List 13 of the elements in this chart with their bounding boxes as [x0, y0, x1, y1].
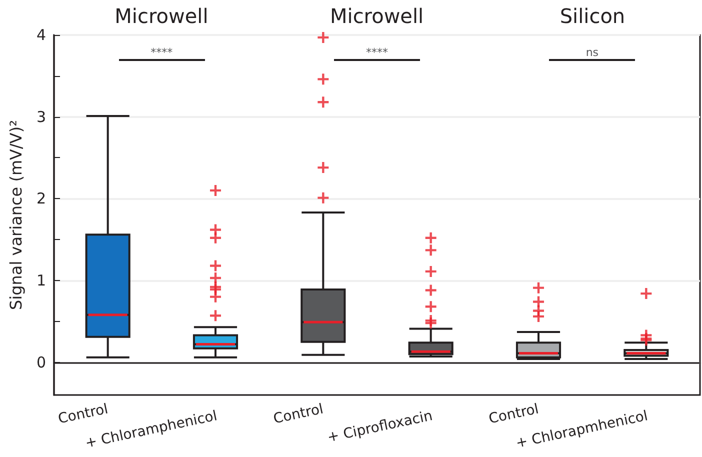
y-tick-label: 0 [36, 353, 46, 372]
y-tick-label: 3 [36, 108, 46, 126]
text: Microwell [114, 4, 208, 28]
y-tick-label: 2 [36, 190, 46, 208]
y-axis-title: Signal variance (mV/V)² [6, 120, 26, 310]
annotation: **** [150, 46, 173, 59]
y-tick-label: 1 [36, 271, 46, 290]
text: Microwell [330, 4, 424, 28]
y-tick-label: 4 [36, 26, 46, 44]
annotation: ns [586, 46, 599, 59]
annotation: **** [366, 46, 388, 59]
text: Silicon [560, 4, 626, 28]
x-tick-label: Control [272, 401, 325, 428]
